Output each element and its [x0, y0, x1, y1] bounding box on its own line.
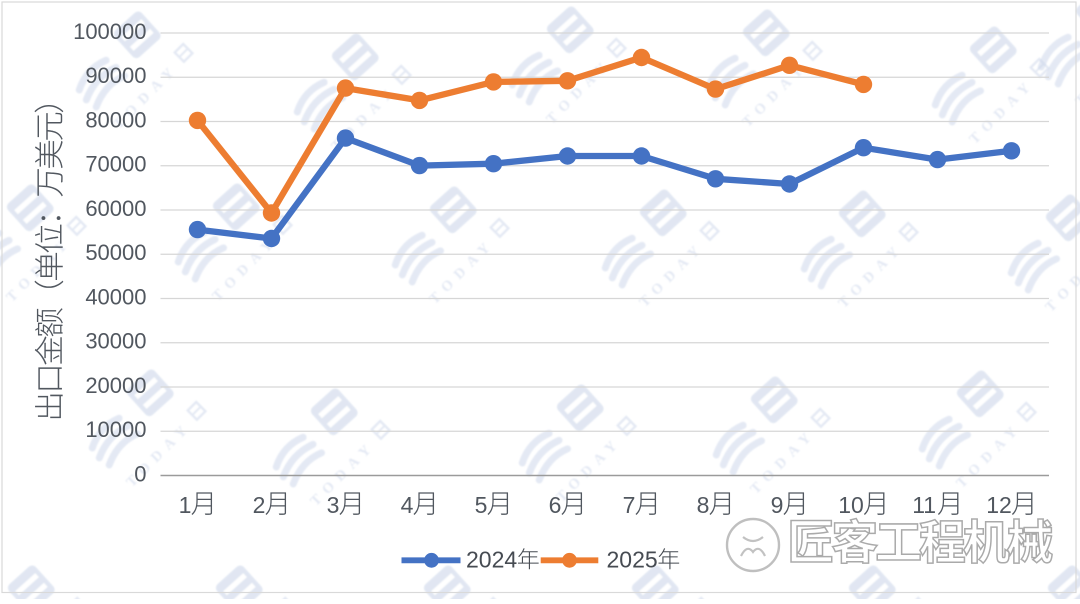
svg-text:10000: 10000 — [85, 417, 146, 442]
svg-text:9: 9 — [771, 492, 784, 518]
svg-text:30000: 30000 — [85, 329, 146, 354]
svg-text:40000: 40000 — [85, 284, 146, 309]
svg-text:10: 10 — [838, 492, 864, 518]
svg-text:2: 2 — [253, 492, 266, 518]
svg-text:11: 11 — [912, 492, 936, 518]
svg-text:2025: 2025 — [607, 547, 658, 573]
svg-text:12: 12 — [986, 492, 1012, 518]
svg-text:100000: 100000 — [73, 19, 146, 44]
svg-text:6: 6 — [549, 492, 562, 518]
svg-text:2024: 2024 — [466, 547, 517, 573]
svg-text:4: 4 — [401, 492, 414, 518]
svg-text:3: 3 — [327, 492, 340, 518]
svg-text:5: 5 — [475, 492, 488, 518]
svg-text:20000: 20000 — [85, 373, 146, 398]
svg-text:80000: 80000 — [85, 107, 146, 132]
svg-text:60000: 60000 — [85, 196, 146, 221]
svg-text:8: 8 — [697, 492, 710, 518]
svg-text:0: 0 — [134, 461, 146, 486]
svg-text:1: 1 — [179, 492, 192, 518]
svg-text:90000: 90000 — [85, 63, 146, 88]
svg-text:70000: 70000 — [85, 152, 146, 177]
svg-text:7: 7 — [623, 492, 636, 518]
svg-text:50000: 50000 — [85, 240, 146, 265]
